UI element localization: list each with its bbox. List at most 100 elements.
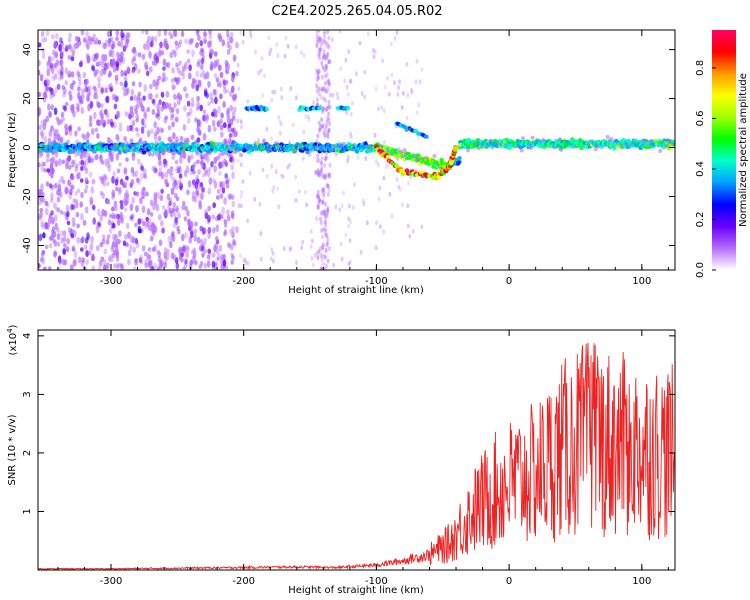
noise-dot xyxy=(259,231,263,236)
noise-dot xyxy=(40,30,45,37)
noise-dot xyxy=(193,234,197,242)
noise-dot xyxy=(257,70,261,76)
noise-dot xyxy=(121,32,126,38)
noise-dot xyxy=(53,63,57,68)
noise-dot xyxy=(96,132,100,139)
spectrogram-x-label: Height of straight line (km) xyxy=(288,285,424,296)
noise-dot xyxy=(309,244,313,249)
noise-dot xyxy=(116,218,121,226)
carrier-dot xyxy=(399,149,404,154)
noise-dot xyxy=(77,71,81,78)
noise-dot xyxy=(76,102,80,111)
noise-dot xyxy=(104,158,108,167)
noise-dot xyxy=(249,33,253,39)
noise-dot xyxy=(348,238,352,244)
noise-dot xyxy=(349,219,352,225)
noise-dot xyxy=(146,106,150,113)
noise-dot xyxy=(178,173,183,179)
noise-dot xyxy=(326,134,330,140)
noise-dot xyxy=(187,180,192,188)
noise-dot xyxy=(133,63,138,71)
noise-dot xyxy=(131,81,136,87)
noise-dot xyxy=(170,78,175,83)
noise-dot xyxy=(97,76,101,83)
noise-dot xyxy=(267,35,271,41)
noise-dot xyxy=(334,204,338,210)
noise-dot xyxy=(123,192,128,200)
noise-dot xyxy=(317,201,321,207)
noise-dot xyxy=(163,261,167,268)
noise-dot xyxy=(58,44,62,52)
noise-dot xyxy=(141,30,145,34)
noise-dot xyxy=(216,256,220,262)
noise-dot xyxy=(191,49,195,58)
noise-dot xyxy=(231,255,235,261)
noise-dot xyxy=(143,113,148,121)
noise-dot xyxy=(320,60,324,66)
noise-dot xyxy=(158,259,163,265)
noise-dot xyxy=(159,195,163,202)
noise-dot xyxy=(116,57,121,63)
noise-dot xyxy=(213,165,217,173)
noise-dot xyxy=(95,69,100,74)
noise-dot xyxy=(77,91,81,100)
noise-dot xyxy=(194,181,199,190)
noise-dot xyxy=(179,135,184,142)
noise-dot xyxy=(70,264,74,270)
noise-dot xyxy=(61,159,65,165)
noise-dot xyxy=(244,260,248,265)
noise-dot xyxy=(376,162,380,168)
noise-dot xyxy=(70,71,75,78)
noise-dot xyxy=(42,123,46,131)
noise-dot xyxy=(137,52,142,58)
noise-dot xyxy=(106,198,111,205)
noise-dot xyxy=(327,127,331,133)
noise-dot xyxy=(263,73,266,79)
noise-dot xyxy=(355,71,358,77)
noise-dot xyxy=(128,113,132,120)
noise-dot xyxy=(325,72,329,78)
noise-dot xyxy=(43,266,47,270)
noise-dot xyxy=(322,190,326,196)
noise-dot xyxy=(191,179,196,186)
noise-dot xyxy=(139,197,143,205)
noise-dot xyxy=(164,115,169,121)
noise-dot xyxy=(325,182,329,188)
noise-dot xyxy=(199,40,203,47)
noise-dot xyxy=(83,166,88,172)
noise-dot xyxy=(342,190,345,196)
noise-dot xyxy=(105,238,110,245)
noise-dot xyxy=(118,125,123,132)
noise-dot xyxy=(220,112,224,119)
noise-dot xyxy=(71,244,76,251)
noise-dot xyxy=(100,176,105,185)
noise-dot xyxy=(51,56,55,61)
noise-dot xyxy=(328,173,331,179)
noise-dot xyxy=(122,91,127,97)
noise-dot xyxy=(196,137,201,143)
noise-dot xyxy=(102,264,107,270)
noise-dot xyxy=(40,164,44,173)
noise-dot xyxy=(320,227,324,233)
noise-dot xyxy=(103,209,108,218)
noise-dot xyxy=(40,183,44,192)
noise-dot xyxy=(205,114,209,119)
noise-dot xyxy=(177,100,181,106)
noise-dot xyxy=(130,88,135,96)
noise-dot xyxy=(195,190,200,198)
noise-dot xyxy=(239,203,243,209)
noise-dot xyxy=(136,177,140,183)
snr-x-tick-label: 100 xyxy=(632,576,651,587)
noise-dot xyxy=(215,224,220,233)
noise-dot xyxy=(43,36,48,43)
noise-dot xyxy=(96,100,100,108)
noise-dot xyxy=(90,127,95,136)
noise-dot xyxy=(112,66,117,73)
noise-dot xyxy=(218,170,222,176)
noise-dot xyxy=(99,213,104,222)
noise-dot xyxy=(203,39,207,45)
noise-dot xyxy=(65,246,70,253)
noise-dot xyxy=(80,191,84,199)
noise-dot xyxy=(206,254,211,260)
